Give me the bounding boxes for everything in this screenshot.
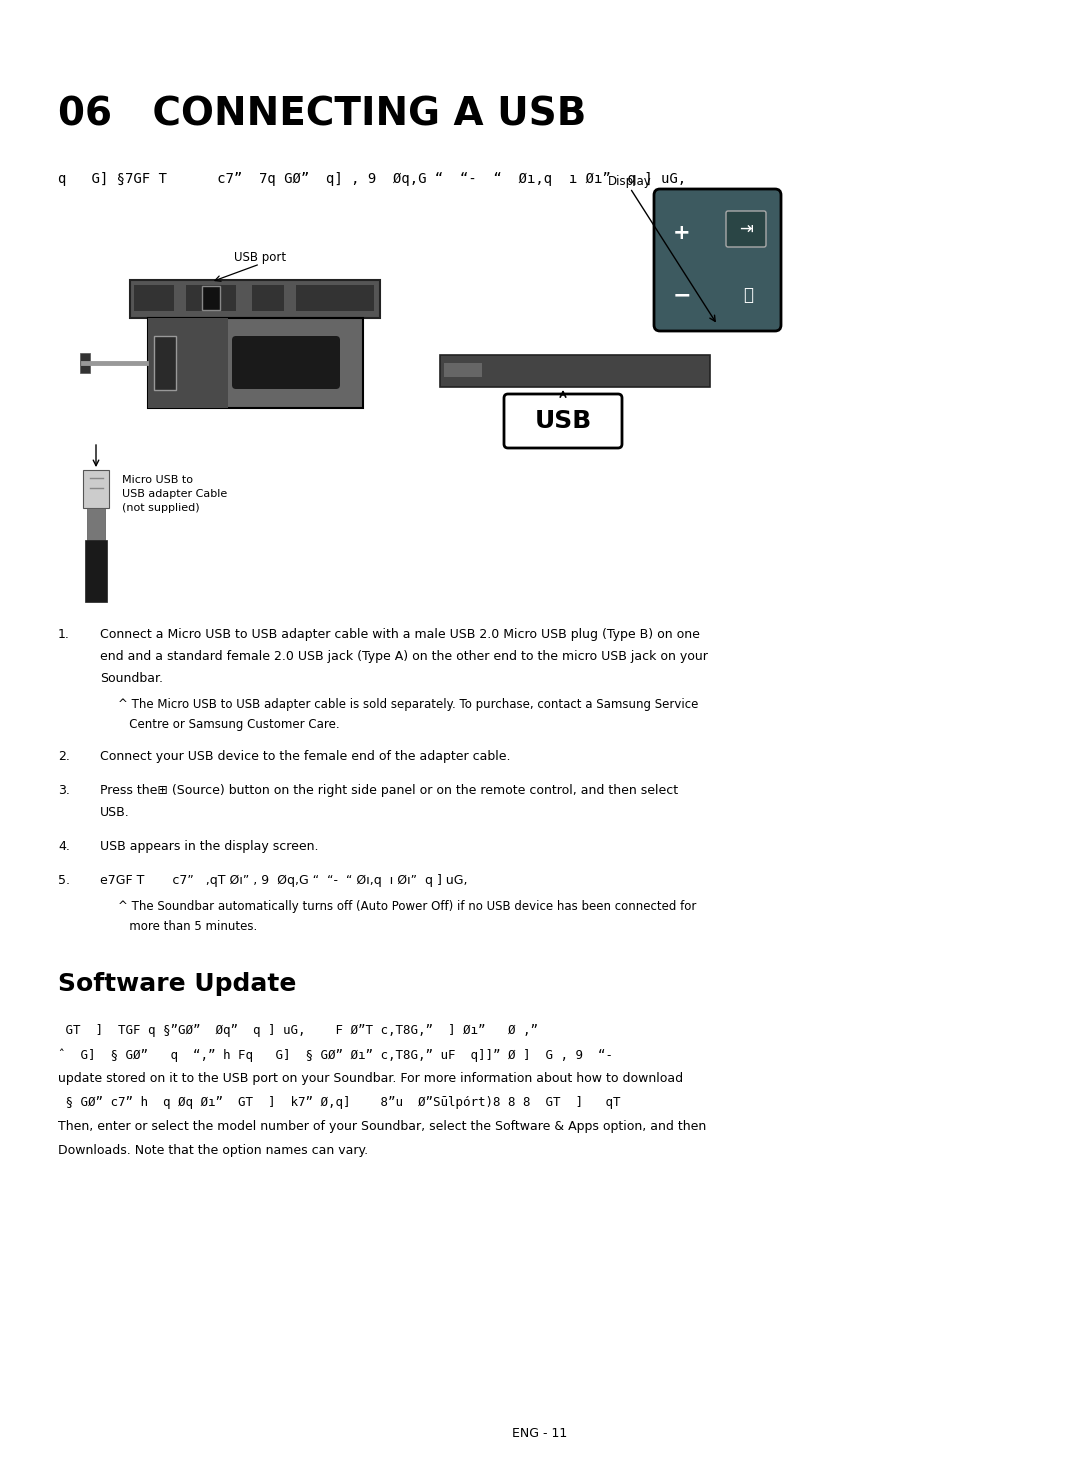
FancyBboxPatch shape xyxy=(504,393,622,448)
FancyBboxPatch shape xyxy=(296,285,374,311)
Text: USB: USB xyxy=(535,410,592,433)
FancyBboxPatch shape xyxy=(186,285,237,311)
FancyBboxPatch shape xyxy=(252,285,284,311)
Text: 5.: 5. xyxy=(58,874,70,887)
FancyBboxPatch shape xyxy=(148,318,363,408)
Text: −: − xyxy=(673,285,691,305)
Text: Then, enter or select the model number of your Soundbar, select the Software & A: Then, enter or select the model number o… xyxy=(58,1120,706,1133)
Text: Centre or Samsung Customer Care.: Centre or Samsung Customer Care. xyxy=(118,717,339,731)
Text: Micro USB to
USB adapter Cable
(not supplied): Micro USB to USB adapter Cable (not supp… xyxy=(122,475,227,513)
Text: ^ The Soundbar automatically turns off (Auto Power Off) if no USB device has bee: ^ The Soundbar automatically turns off (… xyxy=(118,901,697,913)
Text: USB.: USB. xyxy=(100,806,130,819)
FancyBboxPatch shape xyxy=(202,285,220,311)
Text: 06   CONNECTING A USB: 06 CONNECTING A USB xyxy=(58,95,586,133)
Text: +: + xyxy=(673,223,691,243)
FancyBboxPatch shape xyxy=(444,362,482,377)
Text: end and a standard female 2.0 USB jack (Type A) on the other end to the micro US: end and a standard female 2.0 USB jack (… xyxy=(100,649,707,663)
FancyBboxPatch shape xyxy=(134,285,174,311)
Text: ⇥: ⇥ xyxy=(739,220,753,238)
Text: GT  ]  TGF q §”GØ”  Øq”  q ] uG,    F Ø”T c,T8G,”  ] Øı”   Ø ,”: GT ] TGF q §”GØ” Øq” q ] uG, F Ø”T c,T8G… xyxy=(58,1023,538,1037)
Text: 3.: 3. xyxy=(58,784,70,797)
Text: Connect a Micro USB to USB adapter cable with a male USB 2.0 Micro USB plug (Typ: Connect a Micro USB to USB adapter cable… xyxy=(100,629,700,640)
Text: Downloads. Note that the option names can vary.: Downloads. Note that the option names ca… xyxy=(58,1143,368,1157)
FancyBboxPatch shape xyxy=(232,336,340,389)
Text: e7GF T       c7”   ,qT Øı” , 9  Øq,G “  “-  “ Øı,q  ı Øı”  q ] uG,: e7GF T c7” ,qT Øı” , 9 Øq,G “ “- “ Øı,q … xyxy=(100,874,468,887)
FancyBboxPatch shape xyxy=(80,353,90,373)
Text: 2.: 2. xyxy=(58,750,70,763)
Text: Soundbar.: Soundbar. xyxy=(100,671,163,685)
Text: more than 5 minutes.: more than 5 minutes. xyxy=(118,920,257,933)
Text: Software Update: Software Update xyxy=(58,972,296,995)
Text: Connect your USB device to the female end of the adapter cable.: Connect your USB device to the female en… xyxy=(100,750,511,763)
Text: Display: Display xyxy=(608,175,652,188)
Text: ˆ  G]  § GØ”   q  “,” h Fq   G]  § GØ” Øı” c,T8G,” uF  q]]” Ø ]  G , 9  “-: ˆ G] § GØ” q “,” h Fq G] § GØ” Øı” c,T8G… xyxy=(58,1049,613,1062)
FancyBboxPatch shape xyxy=(130,280,380,318)
FancyBboxPatch shape xyxy=(654,189,781,331)
Text: USB appears in the display screen.: USB appears in the display screen. xyxy=(100,840,319,853)
Text: update stored on it to the USB port on your Soundbar. For more information about: update stored on it to the USB port on y… xyxy=(58,1072,684,1086)
FancyBboxPatch shape xyxy=(440,355,710,387)
FancyBboxPatch shape xyxy=(154,336,176,390)
FancyBboxPatch shape xyxy=(87,507,105,540)
Text: ⏻: ⏻ xyxy=(743,285,753,305)
Text: Press the⊞ (Source) button on the right side panel or on the remote control, and: Press the⊞ (Source) button on the right … xyxy=(100,784,678,797)
Text: USB port: USB port xyxy=(234,251,286,263)
FancyBboxPatch shape xyxy=(85,540,107,602)
Text: § GØ” c7” h  q Øq Øı”  GT  ]  k7” Ø,q]    8”u  Ø”Sūlpórt)8 8 8  GT  ]   qT: § GØ” c7” h q Øq Øı” GT ] k7” Ø,q] 8”u Ø… xyxy=(58,1096,621,1109)
Text: q   G] §7GF T      c7”  7q GØ”  q] , 9  Øq,G “  “-  “  Øı,q  ı Øı”  q ] uG,: q G] §7GF T c7” 7q GØ” q] , 9 Øq,G “ “- … xyxy=(58,172,686,186)
FancyBboxPatch shape xyxy=(148,318,228,408)
Text: ENG - 11: ENG - 11 xyxy=(512,1427,568,1441)
Text: 4.: 4. xyxy=(58,840,70,853)
FancyBboxPatch shape xyxy=(83,470,109,507)
Text: 1.: 1. xyxy=(58,629,70,640)
Text: ^ The Micro USB to USB adapter cable is sold separately. To purchase, contact a : ^ The Micro USB to USB adapter cable is … xyxy=(118,698,699,711)
FancyBboxPatch shape xyxy=(726,211,766,247)
